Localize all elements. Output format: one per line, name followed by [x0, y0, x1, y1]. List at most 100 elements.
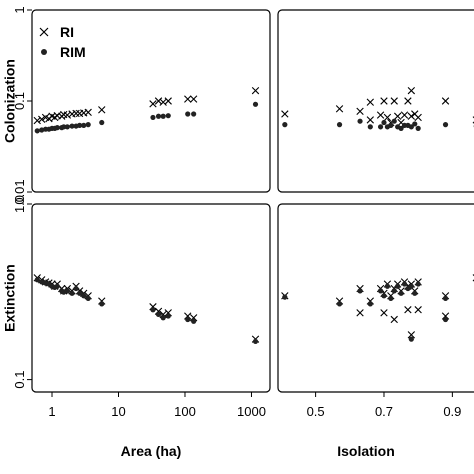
point-rim: [155, 311, 162, 318]
point-rim: [39, 127, 45, 133]
point-ri: [84, 108, 92, 117]
point-ri: [72, 109, 80, 118]
point-rim: [398, 125, 404, 131]
point-rim: [377, 288, 384, 294]
point-ri: [189, 95, 198, 103]
point-ri: [407, 86, 416, 95]
point-rim: [412, 290, 418, 296]
point-rim: [69, 290, 75, 296]
y-axis-title: Colonization: [2, 59, 18, 143]
point-ri: [366, 98, 374, 106]
point-rim: [336, 301, 343, 307]
panel-top-right: [277, 9, 474, 193]
y-tick-label: 0.1: [12, 371, 27, 389]
point-ri: [404, 97, 412, 105]
point-rim: [357, 288, 363, 294]
panel-frame: [277, 203, 474, 393]
point-rim: [381, 293, 387, 299]
point-rim: [185, 316, 191, 323]
point-rim: [384, 283, 391, 289]
legend-label: RI: [60, 24, 74, 40]
y-tick-label: 0.1: [12, 92, 27, 110]
point-rim: [64, 124, 70, 130]
point-ri: [154, 97, 163, 105]
point-rim: [408, 124, 414, 130]
point-ri: [149, 100, 157, 108]
x-tick-label: 100: [174, 404, 196, 419]
point-rim: [61, 124, 67, 130]
point-rim: [395, 283, 401, 289]
point-ri: [400, 111, 409, 119]
point-rim: [415, 281, 421, 287]
point-rim: [252, 338, 259, 345]
point-rim: [185, 111, 191, 117]
point-rim: [81, 122, 87, 128]
panel-bottom-left: 0.1 1.0 1 10 100 1000 Extinction Area (ha): [2, 195, 271, 459]
point-ri: [335, 105, 344, 113]
y-tick-label: 1.0: [12, 195, 27, 213]
legend-label: RIM: [60, 44, 86, 60]
point-rim: [160, 315, 166, 321]
x-tick-label: 0.9: [443, 404, 461, 419]
point-rim: [99, 119, 105, 126]
point-ri: [184, 95, 192, 103]
point-rim: [34, 277, 40, 283]
point-ri: [393, 112, 402, 120]
points: [33, 274, 260, 345]
point-rim: [165, 113, 171, 119]
point-rim: [191, 318, 197, 324]
point-rim: [391, 118, 397, 124]
x-axis-title: Isolation: [337, 443, 395, 459]
point-rim: [77, 122, 83, 128]
point-ri: [407, 331, 416, 339]
point-ri: [404, 306, 412, 314]
point-ri: [33, 116, 41, 125]
point-ri: [380, 309, 388, 317]
point-rim: [150, 114, 156, 121]
point-rim: [381, 119, 387, 126]
legend-marker-dot: [41, 49, 47, 55]
point-ri: [414, 306, 422, 314]
point-rim: [408, 283, 414, 289]
point-rim: [412, 121, 418, 127]
y-tick-label: 0.01: [12, 179, 27, 204]
point-rim: [252, 101, 259, 107]
point-rim: [282, 294, 288, 300]
point-ri: [281, 110, 289, 118]
point-rim: [415, 125, 421, 131]
points: [281, 274, 474, 342]
panel-frame: [277, 9, 474, 193]
point-ri: [98, 106, 106, 114]
point-rim: [336, 122, 343, 128]
panel-bottom-right: 0.5 0.7 0.9 Isolation: [277, 203, 474, 459]
point-ri: [164, 97, 172, 105]
panel-frame: [31, 203, 271, 393]
point-rim: [442, 316, 449, 323]
point-rim: [85, 122, 91, 128]
x-tick-label: 1000: [237, 404, 266, 419]
point-rim: [367, 301, 373, 307]
point-rim: [160, 113, 166, 119]
point-rim: [357, 118, 363, 124]
point-ri: [251, 86, 260, 95]
point-rim: [165, 313, 171, 319]
point-rim: [54, 283, 60, 289]
y-tick-label: 1: [12, 6, 27, 13]
point-rim: [99, 301, 105, 307]
x-axis-title: Area (ha): [121, 443, 182, 459]
point-ri: [390, 97, 398, 105]
point-ri: [38, 115, 46, 123]
point-rim: [442, 122, 449, 128]
point-rim: [388, 295, 394, 302]
point-rim: [73, 285, 79, 292]
point-rim: [401, 281, 408, 287]
x-tick-label: 10: [111, 404, 125, 419]
point-rim: [34, 128, 40, 134]
x-tick-label: 1: [48, 404, 55, 419]
point-rim: [398, 290, 404, 296]
legend-marker-x: [39, 27, 49, 37]
x-tick-label: 0.7: [375, 404, 393, 419]
point-rim: [81, 293, 87, 299]
point-rim: [191, 111, 197, 117]
